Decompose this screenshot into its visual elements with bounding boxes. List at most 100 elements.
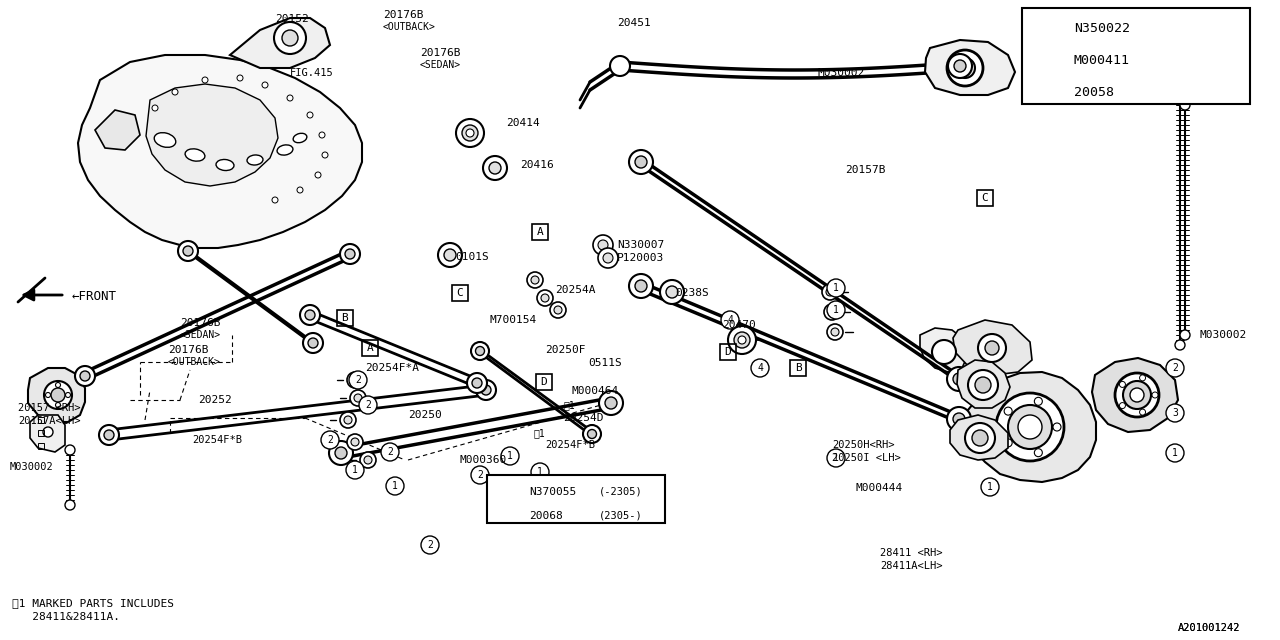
Circle shape [527, 272, 543, 288]
Circle shape [541, 294, 549, 302]
Text: 20254F*B: 20254F*B [545, 440, 595, 450]
Circle shape [456, 119, 484, 147]
Circle shape [387, 477, 404, 495]
Text: 20157B: 20157B [845, 165, 886, 175]
Circle shape [1139, 409, 1146, 415]
Bar [337, 310, 353, 326]
Circle shape [467, 373, 486, 393]
Circle shape [1034, 449, 1042, 457]
Text: ※1: ※1 [532, 428, 545, 438]
Circle shape [340, 412, 356, 428]
Text: A201001242: A201001242 [1178, 623, 1240, 633]
Circle shape [1004, 407, 1012, 415]
Circle shape [660, 280, 684, 304]
Polygon shape [29, 415, 65, 452]
Text: 20254A: 20254A [556, 285, 595, 295]
Text: 1: 1 [833, 453, 838, 463]
Circle shape [1130, 388, 1144, 402]
Circle shape [495, 477, 515, 497]
Text: 20470: 20470 [722, 320, 755, 330]
Text: FIG.415: FIG.415 [291, 68, 334, 78]
Circle shape [947, 50, 983, 86]
Circle shape [287, 95, 293, 101]
Polygon shape [950, 415, 1009, 460]
Circle shape [1115, 373, 1158, 417]
Circle shape [46, 392, 50, 397]
Circle shape [978, 334, 1006, 362]
Text: M000411: M000411 [1074, 54, 1130, 67]
Circle shape [1175, 90, 1185, 100]
Bar [38, 443, 44, 449]
Circle shape [344, 416, 352, 424]
Circle shape [1053, 423, 1061, 431]
Text: 28411&28411A.: 28411&28411A. [12, 612, 120, 622]
Polygon shape [954, 320, 1032, 375]
Circle shape [475, 346, 485, 355]
Circle shape [65, 392, 70, 397]
Circle shape [444, 249, 456, 261]
Circle shape [329, 441, 353, 465]
Circle shape [598, 248, 618, 268]
Circle shape [588, 429, 596, 438]
Text: 1: 1 [1172, 448, 1178, 458]
Text: 20250I <LH>: 20250I <LH> [832, 453, 901, 463]
Circle shape [550, 302, 566, 318]
Circle shape [1166, 404, 1184, 422]
Text: 20176B: 20176B [420, 48, 461, 58]
Text: M000464: M000464 [572, 386, 620, 396]
Text: 1: 1 [1041, 17, 1048, 31]
Text: ※1 MARKED PARTS INCLUDES: ※1 MARKED PARTS INCLUDES [12, 598, 174, 608]
Circle shape [421, 536, 439, 554]
Text: 1: 1 [833, 305, 838, 315]
Circle shape [1018, 415, 1042, 439]
Circle shape [531, 463, 549, 481]
Text: 20254D: 20254D [563, 413, 603, 423]
Circle shape [635, 156, 646, 168]
Text: 2: 2 [365, 400, 371, 410]
Circle shape [968, 370, 998, 400]
Circle shape [827, 301, 845, 319]
Text: M000444: M000444 [855, 483, 902, 493]
Circle shape [593, 235, 613, 255]
Text: C: C [457, 288, 463, 298]
Circle shape [531, 276, 539, 284]
Text: 20176B: 20176B [383, 10, 424, 20]
Circle shape [1123, 381, 1151, 409]
Circle shape [364, 456, 372, 464]
Circle shape [822, 284, 838, 300]
Text: 20254F*B: 20254F*B [192, 435, 242, 445]
Circle shape [273, 197, 278, 203]
Circle shape [826, 288, 835, 296]
Polygon shape [957, 372, 1096, 482]
Text: 1: 1 [507, 451, 513, 461]
Text: B: B [795, 363, 801, 373]
Bar [719, 344, 736, 360]
Bar [977, 190, 993, 206]
Bar [1021, 8, 1251, 104]
Circle shape [55, 403, 60, 408]
Circle shape [471, 466, 489, 484]
Circle shape [1152, 392, 1158, 398]
Text: N370055: N370055 [529, 487, 576, 497]
Circle shape [954, 373, 965, 385]
Circle shape [104, 430, 114, 440]
Text: 2: 2 [1041, 49, 1048, 63]
Polygon shape [28, 368, 84, 422]
Text: 20176B: 20176B [168, 345, 209, 355]
Text: M030002: M030002 [10, 462, 54, 472]
Circle shape [178, 241, 198, 261]
Circle shape [347, 372, 364, 388]
Circle shape [1032, 76, 1056, 100]
Circle shape [666, 286, 678, 298]
Circle shape [340, 244, 360, 264]
Circle shape [972, 430, 988, 446]
Circle shape [1120, 403, 1125, 408]
Polygon shape [1092, 358, 1178, 432]
Text: M030002: M030002 [1201, 330, 1247, 340]
Polygon shape [925, 40, 1015, 95]
Polygon shape [920, 328, 968, 372]
Bar [536, 374, 552, 390]
Text: M000360: M000360 [460, 455, 507, 465]
Circle shape [358, 396, 378, 414]
Text: 2: 2 [1172, 363, 1178, 373]
